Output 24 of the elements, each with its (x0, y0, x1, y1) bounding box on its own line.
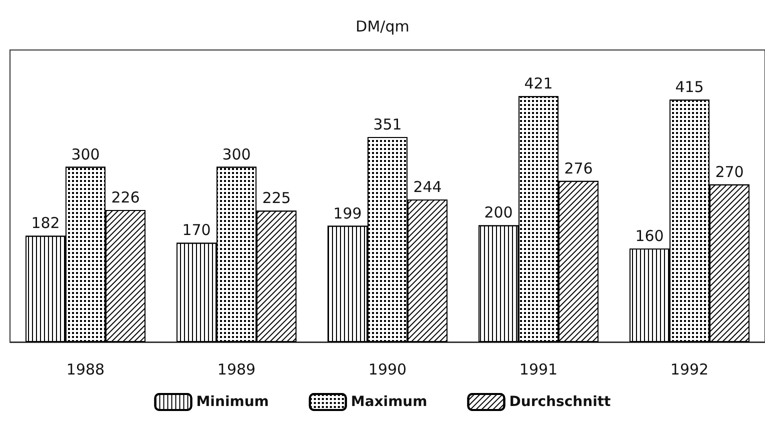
data-label: 200 (484, 204, 513, 222)
data-label: 300 (222, 145, 251, 164)
data-label: 170 (182, 221, 211, 240)
x-tick-label: 1989 (217, 360, 256, 378)
x-tick-label: 1990 (368, 360, 407, 378)
data-label: 270 (715, 162, 744, 181)
data-label: 182 (31, 214, 60, 232)
data-label: 160 (635, 227, 664, 246)
data-label: 199 (333, 204, 362, 222)
data-label: 351 (373, 116, 402, 134)
data-label: 276 (564, 159, 593, 178)
x-tick-label: 1988 (66, 360, 105, 378)
legend-label: Minimum (196, 394, 269, 410)
data-label: 421 (524, 74, 553, 93)
data-label: 226 (111, 188, 140, 207)
chart-title: DM/qm (356, 18, 410, 36)
data-label: 225 (262, 189, 291, 208)
data-label: 415 (675, 78, 704, 96)
x-tick-label: 1991 (519, 360, 558, 378)
data-label: 300 (71, 145, 100, 164)
legend-label: Durchschnitt (509, 394, 612, 410)
data-label: 244 (413, 178, 442, 196)
legend-label: Maximum (350, 394, 428, 410)
x-tick-label: 1992 (670, 360, 709, 378)
